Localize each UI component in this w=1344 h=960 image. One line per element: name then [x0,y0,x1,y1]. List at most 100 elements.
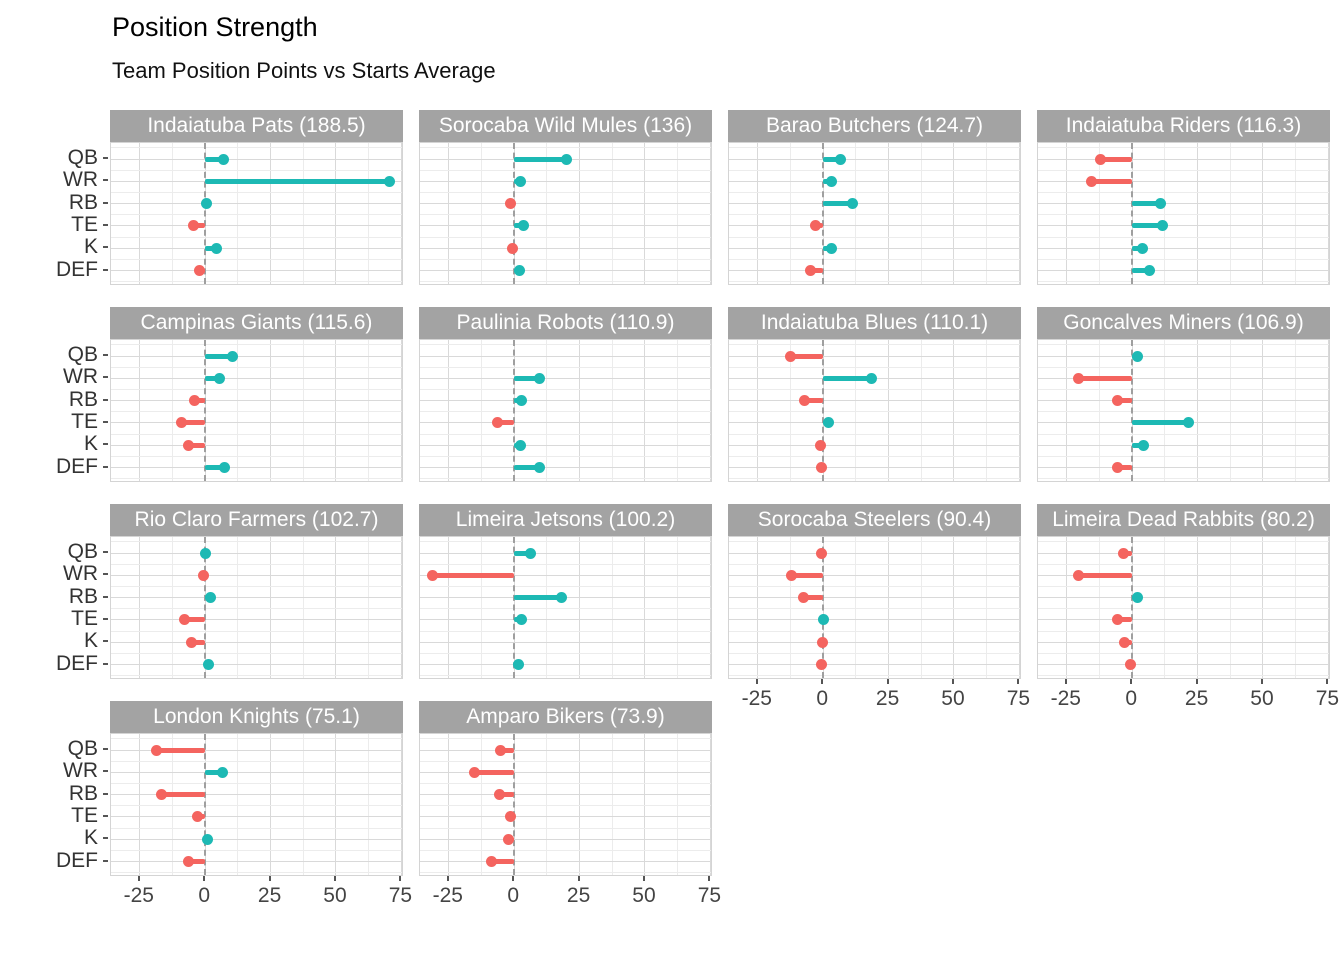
gridline [302,340,304,481]
gridline [139,340,141,481]
gridline [729,455,1020,457]
gridline [420,552,711,554]
lollipop-dot [1086,175,1098,187]
lollipop-segment [1132,201,1161,207]
gridline [1038,247,1329,249]
y-axis-label: QB [67,146,98,169]
gridline [546,537,548,678]
gridline [757,340,759,481]
lollipop-segment [514,465,540,470]
x-axis-label: 0 [507,884,520,907]
gridline [480,537,482,678]
lollipop-dot [151,744,163,756]
gridline [729,388,1020,390]
lollipop-dot [187,220,199,232]
facet-panel [419,339,712,482]
lollipop-dot [1073,569,1085,581]
lollipop-dot [823,417,835,429]
y-axis-tick [103,640,108,643]
y-axis-tick [103,814,108,817]
y-axis-tick [103,157,108,159]
facet-title: Campinas Giants (115.6) [110,307,403,339]
gridline [729,675,1020,677]
zero-reference-line [822,143,825,284]
facet-panel [419,142,712,285]
y-axis-label: RB [68,781,98,805]
lollipop-dot [155,789,167,801]
y-axis-label: WR [63,365,98,389]
x-axis-label: 75 [1006,687,1031,710]
gridline [111,355,402,357]
gridline [420,455,711,457]
gridline [729,597,1020,599]
gridline [420,281,711,283]
lollipop-dot [816,636,828,648]
gridline [335,340,337,481]
facet-sorocaba-steelers: Sorocaba Steelers (90.4) -25 0 25 50 75 [728,504,1030,710]
lollipop-segment [1100,156,1133,162]
gridline [111,377,402,379]
gridline [729,366,1020,368]
facet-london-knights: London Knights (75.1) -25 0 25 50 75 [110,701,412,907]
gridline [729,355,1020,357]
gridline [111,433,402,435]
gridline [1038,597,1329,599]
gridline [1018,143,1020,284]
gridline [420,344,711,346]
zero-reference-line [204,143,207,284]
lollipop-dot [1125,659,1137,670]
gridline [1038,652,1329,654]
x-axis-label: 50 [941,687,965,710]
gridline [420,400,711,402]
facet-panel [110,536,403,679]
gridline [986,340,988,481]
gridline [1038,258,1329,260]
lollipop-dot [513,659,525,670]
gridline [111,794,402,796]
x-axis-label: -25 [1050,687,1081,710]
gridline [237,340,239,481]
gridline [729,630,1020,632]
lollipop-dot [216,766,228,778]
facet-indaiatuba-pats: Indaiatuba Pats (188.5) [110,110,403,285]
gridline [1098,537,1100,678]
x-axis-tick [399,876,402,881]
gridline [644,537,646,678]
gridline [1038,455,1329,457]
gridline [420,675,711,677]
lollipop-dot [516,395,527,407]
lollipop-segment [181,420,206,426]
facet-rio-claro-farmers: Rio Claro Farmers (102.7) [110,504,403,679]
gridline [420,225,711,227]
lollipop-dot [203,659,215,670]
gridline [611,734,613,875]
gridline [111,344,402,346]
y-axis-label: RB [68,584,98,608]
lollipop-dot [1118,547,1130,559]
lollipop-segment [205,353,233,359]
y-axis-tick [103,770,108,773]
gridline [1038,180,1329,182]
zero-reference-line [513,537,516,678]
gridline [729,214,1020,216]
x-axis-tick [1130,679,1133,684]
gridline [171,340,173,481]
facet-title: Rio Claro Farmers (102.7) [110,504,403,536]
lollipop-dot [1132,350,1144,362]
y-axis-tick [103,837,108,840]
gridline [420,849,711,851]
y-axis-tick [103,595,108,598]
facet-panel [419,733,712,876]
y-axis-tick [103,179,108,182]
facet-panel [419,536,712,679]
gridline [237,734,239,875]
y-axis-tick [103,465,108,468]
facet-barao-butchers: Barao Butchers (124.7) [728,110,1021,285]
lollipop-segment [1132,223,1162,229]
gridline [111,225,402,227]
lollipop-dot [514,175,526,187]
gridline [1038,541,1329,543]
lollipop-dot [525,547,537,559]
chart-subtitle: Team Position Points vs Starts Average [112,58,496,83]
x-axis-tick [446,876,449,881]
